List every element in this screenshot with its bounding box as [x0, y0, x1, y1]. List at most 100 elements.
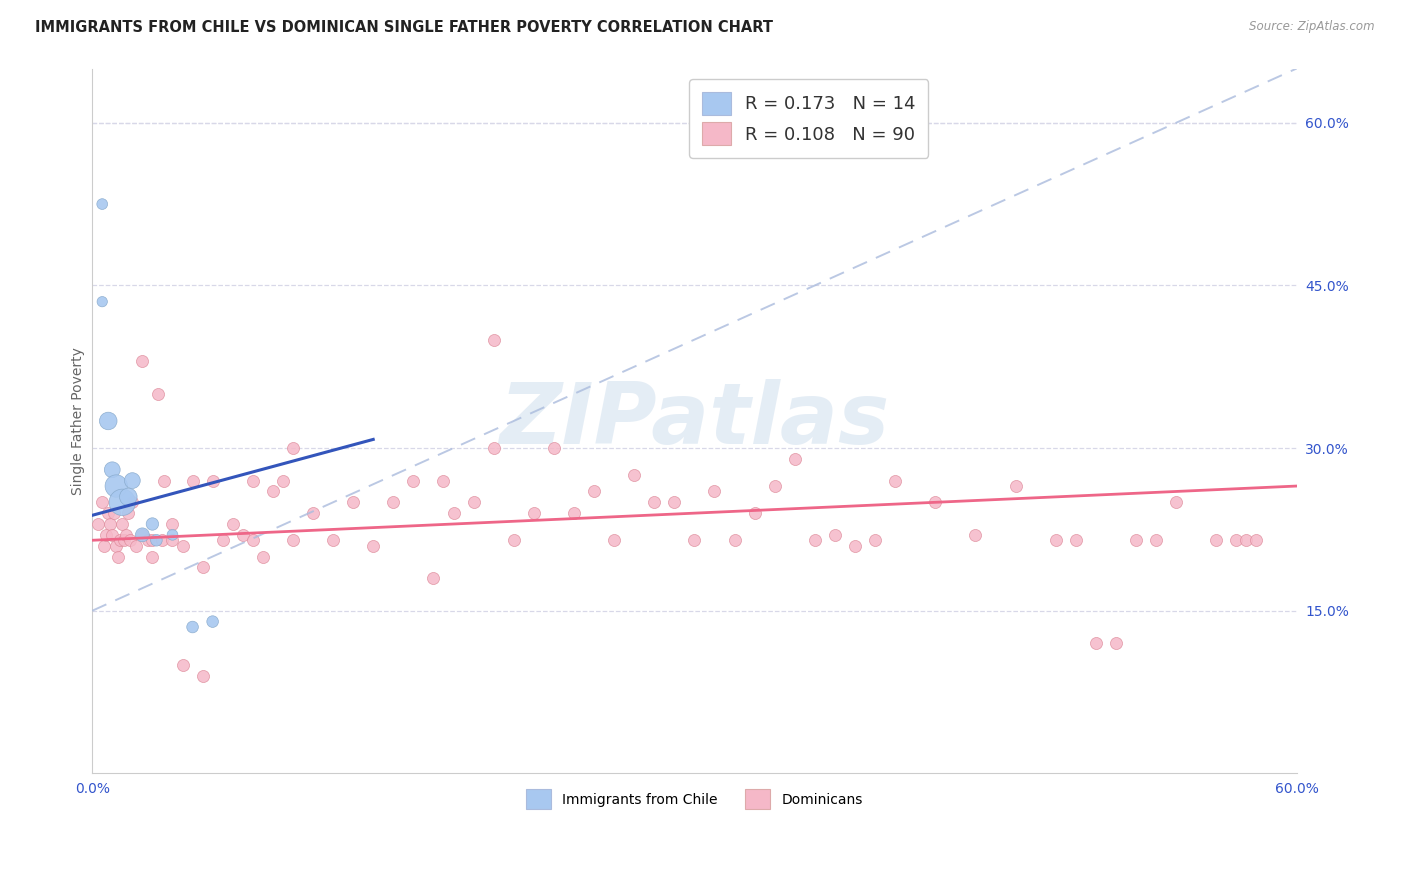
Point	[844, 539, 866, 553]
Point	[172, 539, 194, 553]
Point	[115, 528, 138, 542]
Point	[131, 528, 153, 542]
Point	[683, 533, 706, 548]
Point	[1144, 533, 1167, 548]
Point	[121, 495, 143, 509]
Point	[643, 495, 665, 509]
Point	[110, 533, 132, 548]
Text: ZIPatlas: ZIPatlas	[499, 379, 890, 462]
Point	[172, 657, 194, 672]
Point	[242, 474, 264, 488]
Point	[342, 495, 364, 509]
Point	[112, 533, 135, 548]
Legend: Immigrants from Chile, Dominicans: Immigrants from Chile, Dominicans	[519, 782, 870, 816]
Point	[93, 539, 115, 553]
Point	[105, 539, 128, 553]
Point	[582, 484, 605, 499]
Point	[1064, 533, 1087, 548]
Point	[1246, 533, 1268, 548]
Point	[965, 528, 987, 542]
Point	[201, 474, 224, 488]
Point	[91, 495, 114, 509]
Point	[262, 484, 284, 499]
Point	[117, 490, 139, 504]
Point	[322, 533, 344, 548]
Point	[138, 533, 160, 548]
Point	[222, 516, 245, 531]
Point	[91, 197, 114, 211]
Point	[482, 333, 505, 347]
Point	[181, 620, 204, 634]
Point	[153, 474, 176, 488]
Point	[97, 414, 120, 428]
Point	[1105, 636, 1128, 650]
Point	[191, 560, 214, 574]
Point	[141, 533, 163, 548]
Point	[361, 539, 384, 553]
Point	[121, 474, 143, 488]
Point	[783, 451, 806, 466]
Text: IMMIGRANTS FROM CHILE VS DOMINICAN SINGLE FATHER POVERTY CORRELATION CHART: IMMIGRANTS FROM CHILE VS DOMINICAN SINGL…	[35, 20, 773, 35]
Y-axis label: Single Father Poverty: Single Father Poverty	[72, 347, 86, 495]
Point	[1166, 495, 1188, 509]
Point	[117, 506, 139, 520]
Point	[1125, 533, 1147, 548]
Point	[131, 354, 153, 368]
Point	[162, 533, 184, 548]
Point	[482, 441, 505, 455]
Point	[463, 495, 485, 509]
Point	[432, 474, 454, 488]
Point	[201, 615, 224, 629]
Point	[103, 506, 125, 520]
Point	[145, 533, 167, 548]
Point	[1004, 479, 1026, 493]
Point	[101, 528, 124, 542]
Point	[422, 571, 444, 585]
Point	[141, 549, 163, 564]
Point	[804, 533, 827, 548]
Point	[111, 516, 134, 531]
Point	[211, 533, 233, 548]
Point	[523, 506, 546, 520]
Point	[232, 528, 254, 542]
Point	[443, 506, 465, 520]
Point	[98, 516, 121, 531]
Point	[1225, 533, 1247, 548]
Point	[744, 506, 766, 520]
Point	[120, 533, 142, 548]
Point	[543, 441, 565, 455]
Point	[623, 468, 645, 483]
Point	[1045, 533, 1067, 548]
Point	[723, 533, 745, 548]
Point	[271, 474, 294, 488]
Point	[1084, 636, 1107, 650]
Point	[502, 533, 524, 548]
Point	[382, 495, 405, 509]
Point	[763, 479, 786, 493]
Point	[281, 533, 304, 548]
Point	[141, 516, 163, 531]
Text: Source: ZipAtlas.com: Source: ZipAtlas.com	[1250, 20, 1375, 33]
Point	[148, 387, 170, 401]
Point	[105, 479, 128, 493]
Point	[131, 528, 153, 542]
Point	[101, 463, 124, 477]
Point	[664, 495, 686, 509]
Point	[87, 516, 110, 531]
Point	[91, 294, 114, 309]
Point	[402, 474, 425, 488]
Point	[884, 474, 907, 488]
Point	[562, 506, 585, 520]
Point	[1205, 533, 1227, 548]
Point	[97, 506, 120, 520]
Point	[703, 484, 725, 499]
Point	[242, 533, 264, 548]
Point	[107, 549, 129, 564]
Point	[603, 533, 626, 548]
Point	[125, 539, 148, 553]
Point	[302, 506, 325, 520]
Point	[191, 669, 214, 683]
Point	[96, 528, 118, 542]
Point	[162, 528, 184, 542]
Point	[152, 533, 174, 548]
